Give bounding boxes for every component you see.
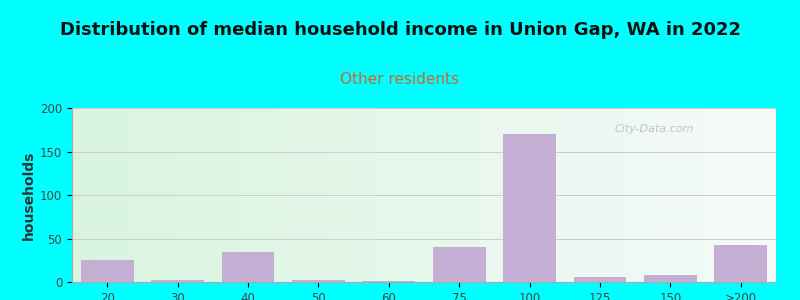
Bar [433,247,486,282]
Bar [81,260,134,282]
Bar [574,277,626,282]
Text: Other residents: Other residents [341,72,459,87]
Bar [222,251,274,282]
Bar [362,281,415,282]
Bar [151,280,204,282]
Bar [714,245,767,282]
Text: Distribution of median household income in Union Gap, WA in 2022: Distribution of median household income … [59,21,741,39]
Text: City-Data.com: City-Data.com [614,124,694,134]
Bar [644,275,697,282]
Bar [503,134,556,282]
Bar [292,280,345,282]
Y-axis label: households: households [22,150,36,240]
